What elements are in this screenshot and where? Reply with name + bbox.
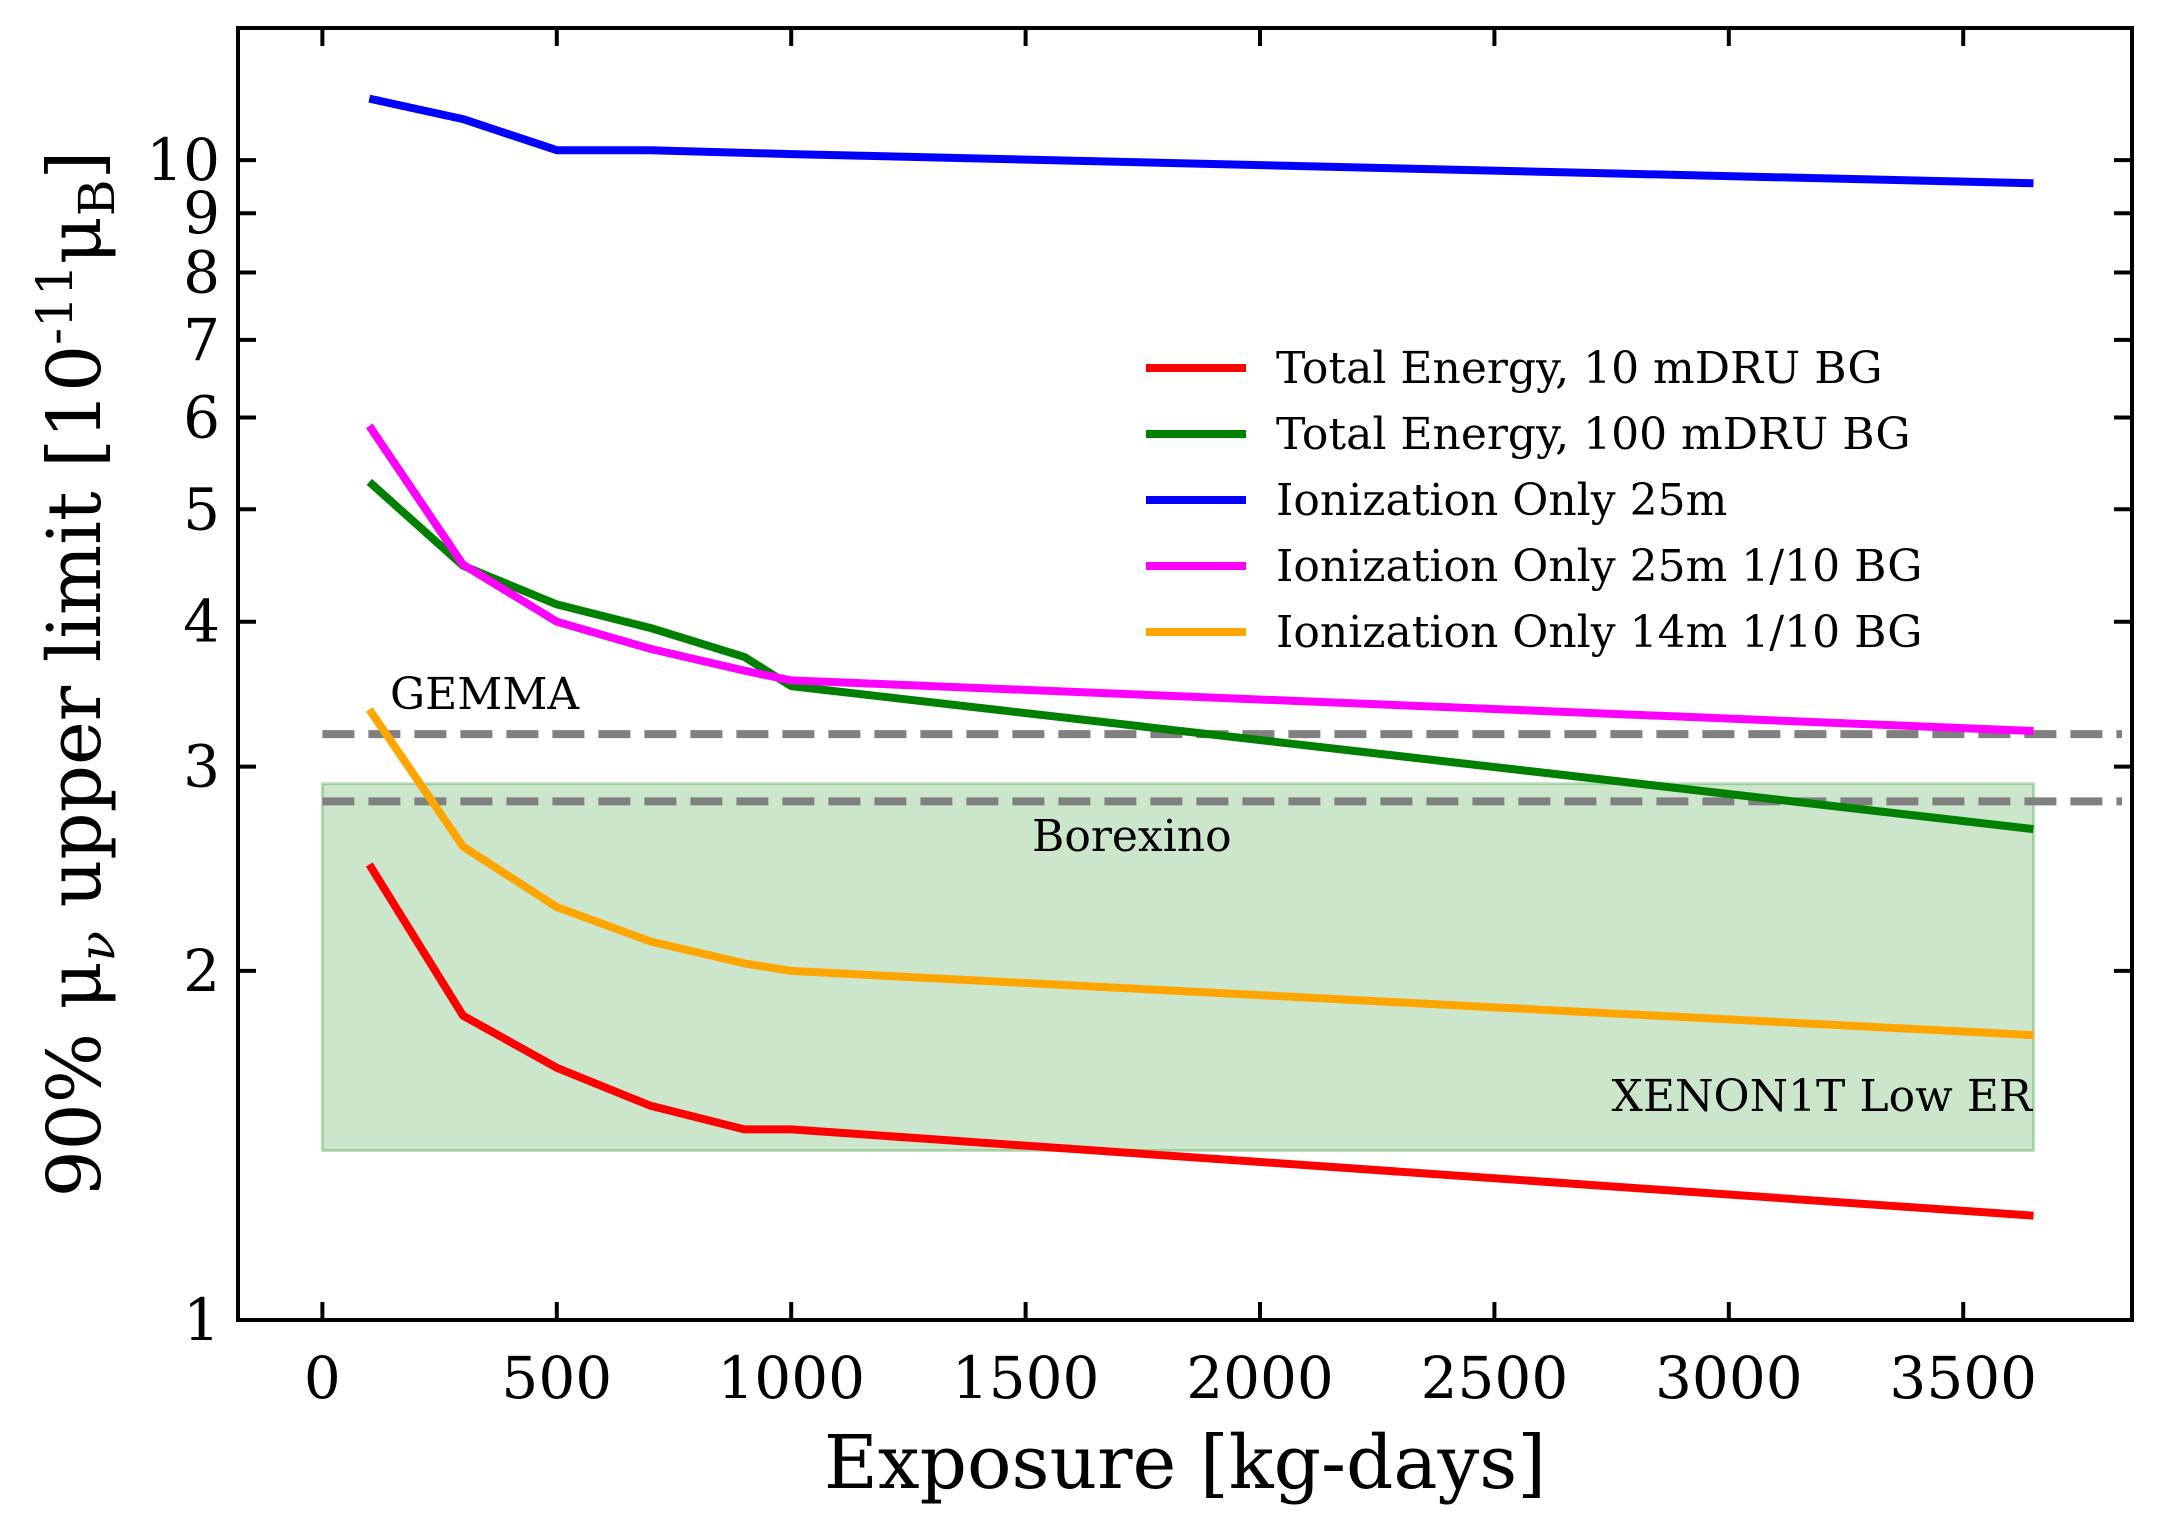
legend-label-3: Ionization Only 25m xyxy=(1276,475,1727,526)
series-line-3 xyxy=(368,94,2034,188)
y-tick-label: 1 xyxy=(183,1286,220,1354)
legend: Total Energy, 10 mDRU BG Total Energy, 10… xyxy=(1146,343,1922,658)
y-tick-label: 9 xyxy=(183,179,220,247)
x-tick-label: 3000 xyxy=(1655,1344,1803,1412)
y-title-superscript: -11 xyxy=(26,264,84,345)
legend-label-4: Ionization Only 25m 1/10 BG xyxy=(1276,541,1922,592)
annotation-xenon: XENON1T Low ER xyxy=(1612,1071,2034,1122)
series-line-4 xyxy=(365,423,2034,735)
x-tick-label: 500 xyxy=(501,1344,612,1412)
x-tick-label: 2000 xyxy=(1186,1344,1334,1412)
y-title-sub-b: B xyxy=(68,179,126,216)
series-line-5 xyxy=(365,707,2034,1040)
y-tick-label: 2 xyxy=(183,937,220,1005)
y-tick-label: 4 xyxy=(183,588,220,656)
x-tick-label: 0 xyxy=(304,1344,341,1412)
legend-label-2: Total Energy, 100 mDRU BG xyxy=(1276,409,1911,460)
y-tick-label: 3 xyxy=(183,733,220,801)
y-title-sub-nu: ν xyxy=(68,931,126,961)
y-tick-label: 7 xyxy=(183,306,220,374)
annotation-borexino: Borexino xyxy=(1032,811,1232,862)
legend-label-5: Ionization Only 14m 1/10 BG xyxy=(1276,607,1922,658)
y-tick-label: 8 xyxy=(183,239,220,307)
y-tick-label: 10 xyxy=(146,126,220,194)
y-title-part-pre: 90% μ xyxy=(32,961,118,1197)
plot-frame xyxy=(236,26,2134,1322)
x-tick-label: 1000 xyxy=(717,1344,865,1412)
y-title-part-post: ] xyxy=(32,151,118,180)
y-tick-label: 6 xyxy=(183,383,220,451)
series-line-1 xyxy=(365,862,2034,1220)
x-tick-label: 3500 xyxy=(1889,1344,2037,1412)
annotation-gemma: GEMMA xyxy=(390,669,580,720)
y-tick-label: 5 xyxy=(183,475,220,543)
y-axis-title: 90% μν upper limit [10-11μB] xyxy=(26,151,126,1198)
legend-label-1: Total Energy, 10 mDRU BG xyxy=(1276,343,1883,394)
series-layer xyxy=(365,94,2034,1220)
x-axis: 0 500 1000 1500 2000 2500 3000 3500 xyxy=(304,28,2037,1412)
y-title-part-mu: μ xyxy=(32,216,118,264)
y-title-part-mid: upper limit [10 xyxy=(32,345,118,931)
x-tick-label: 1500 xyxy=(952,1344,1100,1412)
x-tick-label: 2500 xyxy=(1421,1344,1569,1412)
x-axis-title: Exposure [kg-days] xyxy=(824,1420,1546,1506)
